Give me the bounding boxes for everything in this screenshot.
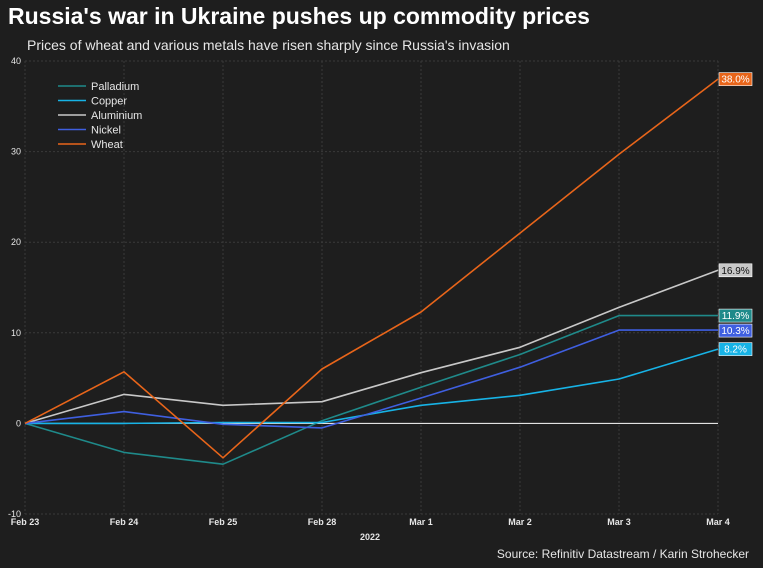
end-label-box bbox=[718, 342, 753, 356]
y-tick-label: -10 bbox=[8, 509, 21, 519]
x-tick-label: Feb 28 bbox=[308, 517, 337, 527]
end-label-palladium: 11.9% bbox=[718, 308, 753, 323]
series-line-nickel bbox=[24, 329, 718, 429]
x-tick-label: Feb 23 bbox=[11, 517, 40, 527]
y-tick-label: 30 bbox=[11, 147, 21, 157]
y-tick-label: 20 bbox=[11, 237, 21, 247]
end-labels: 38.0% 16.9% 11.9% 10.3% 8.2% bbox=[718, 72, 753, 356]
y-tick-label: 10 bbox=[11, 328, 21, 338]
x-tick-label: Mar 4 bbox=[706, 517, 730, 527]
y-tick-label: 40 bbox=[11, 56, 21, 66]
source-note: Source: Refinitiv Datastream / Karin Str… bbox=[496, 547, 749, 561]
legend: Palladium Copper Aluminium Nickel Wheat bbox=[58, 81, 142, 151]
end-label-box bbox=[718, 323, 753, 338]
end-label-text: 16.9% bbox=[721, 266, 749, 277]
end-label-text: 10.3% bbox=[721, 326, 749, 337]
end-label-wheat: 38.0% bbox=[718, 72, 753, 86]
series-line-copper bbox=[25, 348, 719, 425]
legend-label-nickel: Nickel bbox=[91, 125, 121, 137]
legend-label-palladium: Palladium bbox=[91, 81, 139, 93]
series-line-aluminium bbox=[24, 269, 719, 425]
legend-label-wheat: Wheat bbox=[91, 139, 123, 151]
chart-subtitle: Prices of wheat and various metals have … bbox=[27, 37, 510, 53]
x-tick-label: Feb 24 bbox=[110, 517, 139, 527]
end-label-nickel: 10.3% bbox=[718, 323, 753, 338]
axes: -10 0 10 20 30 40 Feb 23 Feb 24 Feb 25 Feb 28 Mar … bbox=[8, 56, 730, 527]
end-label-text: 11.9% bbox=[722, 311, 750, 322]
end-label-text: 8.2% bbox=[724, 345, 747, 356]
x-tick-label: Mar 1 bbox=[409, 517, 433, 527]
x-tick-label: Mar 3 bbox=[607, 517, 631, 527]
x-axis-label: 2022 bbox=[360, 532, 380, 542]
x-tick-label: Mar 2 bbox=[508, 517, 532, 527]
end-label-aluminium: 16.9% bbox=[718, 263, 753, 278]
series-line-wheat bbox=[24, 78, 719, 459]
legend-label-aluminium: Aluminium bbox=[91, 110, 142, 122]
end-label-box bbox=[718, 308, 753, 323]
series bbox=[24, 78, 719, 466]
end-label-box bbox=[718, 263, 753, 278]
end-label-text: 38.0% bbox=[721, 75, 749, 86]
end-label-copper: 8.2% bbox=[718, 342, 753, 356]
y-tick-label: 0 bbox=[16, 418, 21, 428]
end-label-box bbox=[718, 72, 753, 86]
chart-title: Russia's war in Ukraine pushes up commod… bbox=[8, 3, 590, 29]
x-tick-label: Feb 25 bbox=[209, 517, 238, 527]
series-line-palladium bbox=[24, 314, 718, 466]
legend-label-copper: Copper bbox=[91, 96, 127, 108]
grid bbox=[24, 60, 719, 515]
